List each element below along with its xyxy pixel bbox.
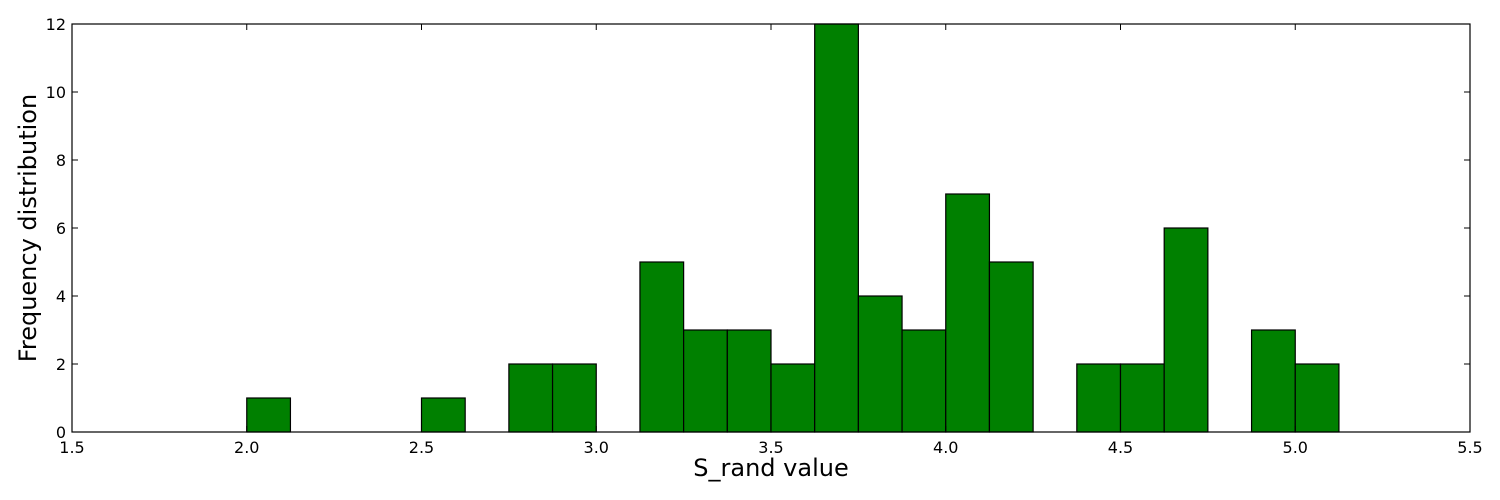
x-tick-label: 4.0 — [933, 438, 958, 457]
x-tick-label: 1.5 — [59, 438, 84, 457]
histogram-bar — [1163, 227, 1209, 433]
y-tick-label: 6 — [56, 219, 66, 238]
histogram-bar — [420, 397, 466, 433]
y-tick-label: 2 — [56, 355, 66, 374]
histogram-bar — [551, 363, 597, 433]
histogram-bar — [1076, 363, 1122, 433]
x-axis-label: S_rand value — [693, 454, 848, 482]
histogram-bar — [683, 329, 728, 433]
y-axis-label: Frequency distribution — [14, 94, 42, 362]
y-tick-label: 8 — [56, 151, 66, 170]
y-tick-label: 12 — [46, 15, 66, 34]
histogram-bar — [770, 363, 816, 433]
x-tick-label: 3.0 — [584, 438, 609, 457]
bars-layer — [246, 23, 1340, 433]
histogram-bar — [814, 23, 859, 433]
x-tick-label: 4.5 — [1108, 438, 1133, 457]
histogram-bar — [901, 329, 947, 433]
plot-frame — [71, 23, 1471, 433]
histogram-bar — [1294, 363, 1340, 433]
x-tick-label: 2.0 — [234, 438, 259, 457]
histogram-bar — [508, 363, 554, 433]
y-tick-label: 10 — [46, 83, 66, 102]
histogram-bar — [945, 193, 991, 433]
histogram-bar — [1250, 329, 1296, 433]
y-tick-label: 0 — [56, 423, 66, 442]
x-tick-label: 5.5 — [1457, 438, 1482, 457]
x-tick-label: 5.0 — [1283, 438, 1308, 457]
histogram-bar — [246, 397, 292, 433]
ticks-layer: 1.5 2.0 2.5 3.0 3.5 4.0 4.5 5.0 5.5 0 2 4 6 8 10 12 — [46, 15, 1483, 457]
histogram-bar — [726, 329, 772, 433]
histogram-bar — [639, 261, 685, 433]
histogram-bar — [1119, 363, 1165, 433]
histogram-bar — [857, 295, 903, 433]
histogram-bar — [988, 261, 1034, 433]
y-tick-label: 4 — [56, 287, 66, 306]
x-tick-label: 2.5 — [409, 438, 434, 457]
x-tick-label: 3.5 — [758, 438, 783, 457]
